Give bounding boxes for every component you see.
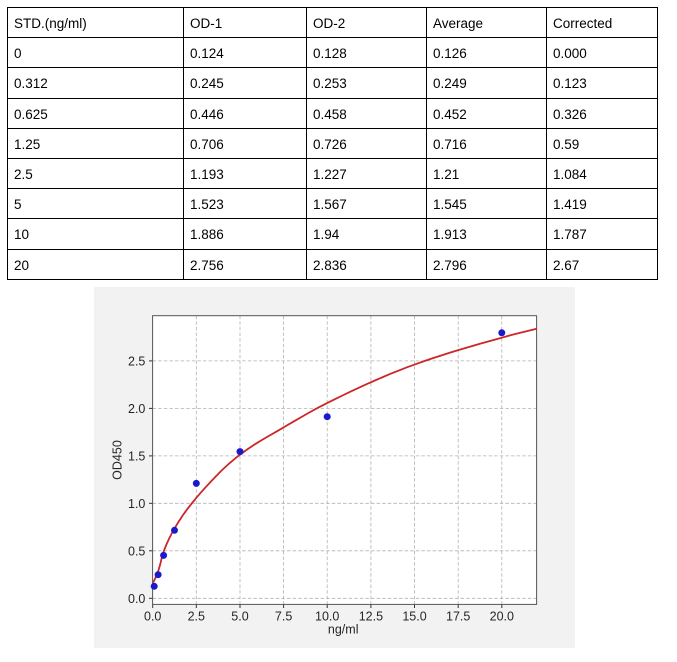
svg-text:OD450: OD450 [111,440,125,480]
svg-text:12.5: 12.5 [359,610,383,624]
svg-text:2.0: 2.0 [128,402,145,416]
svg-text:20.0: 20.0 [490,610,514,624]
svg-text:2.5: 2.5 [128,355,145,369]
svg-text:15.0: 15.0 [402,610,426,624]
svg-text:7.5: 7.5 [275,610,292,624]
svg-text:17.5: 17.5 [446,610,470,624]
svg-text:0.0: 0.0 [128,592,145,606]
svg-text:0.0: 0.0 [144,610,161,624]
svg-text:10.0: 10.0 [315,610,339,624]
svg-text:1.5: 1.5 [128,450,145,464]
svg-text:1.0: 1.0 [128,497,145,511]
svg-text:0.5: 0.5 [128,544,145,558]
svg-text:5.0: 5.0 [231,610,248,624]
svg-text:ng/ml: ng/ml [328,623,359,637]
svg-text:2.5: 2.5 [188,610,205,624]
